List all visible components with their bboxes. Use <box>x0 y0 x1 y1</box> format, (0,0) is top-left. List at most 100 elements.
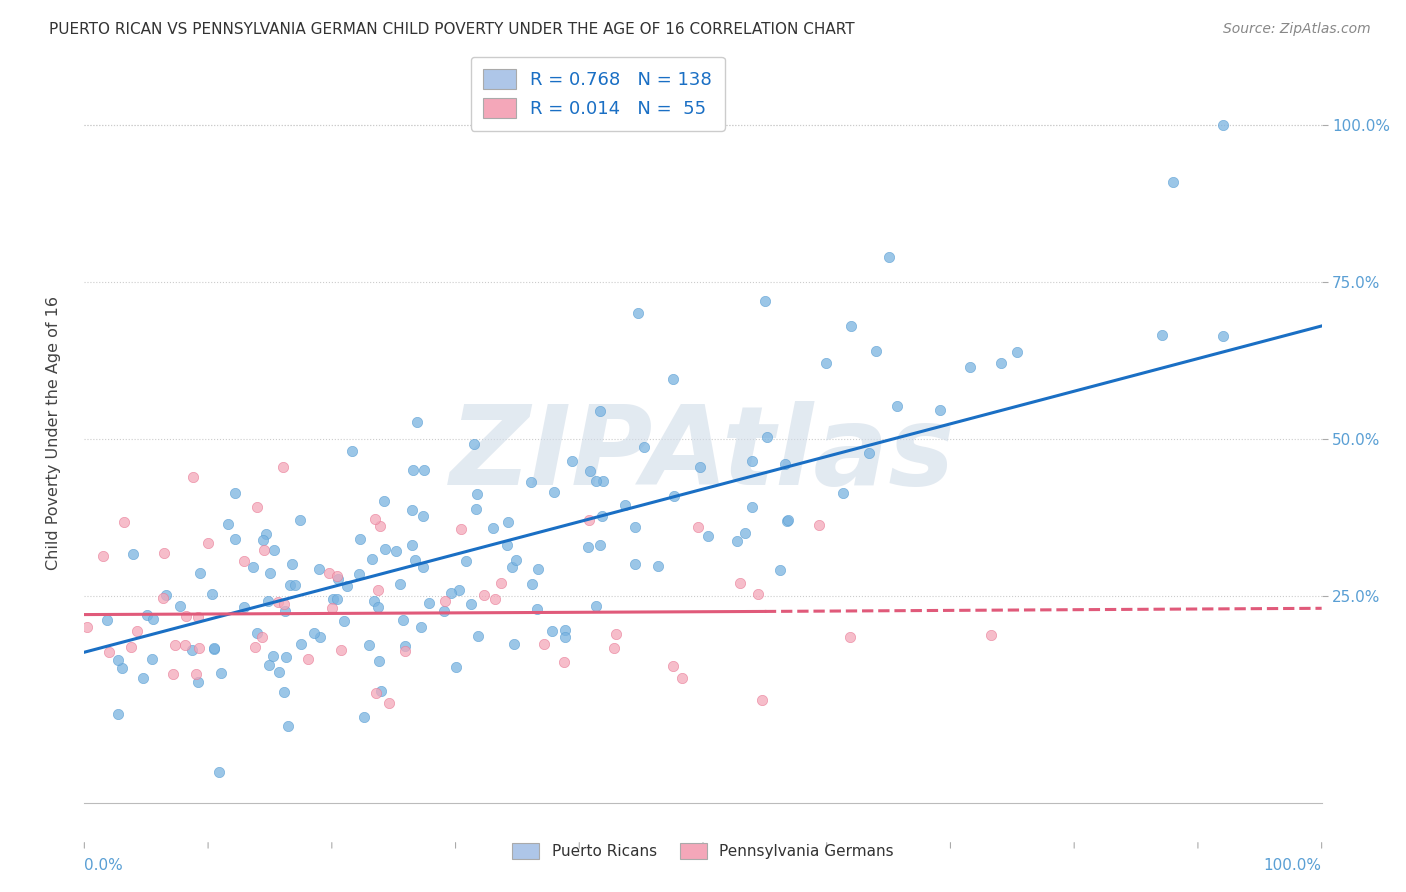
Point <box>411 619 433 633</box>
Point <box>858 446 880 460</box>
Point <box>839 630 862 644</box>
Point <box>385 543 408 558</box>
Point <box>1150 327 1173 342</box>
Point <box>97 645 120 659</box>
Text: 0.0%: 0.0% <box>84 858 124 873</box>
Point <box>671 672 693 686</box>
Point <box>418 596 440 610</box>
Point <box>245 640 267 654</box>
Point <box>474 588 496 602</box>
Point <box>368 654 391 668</box>
Text: ZIPAtlas: ZIPAtlas <box>450 401 956 508</box>
Point <box>153 546 176 560</box>
Point <box>624 520 647 534</box>
Point <box>689 459 711 474</box>
Point <box>169 599 191 614</box>
Point <box>187 640 209 655</box>
Point <box>605 626 627 640</box>
Point <box>322 592 344 607</box>
Text: Source: ZipAtlas.com: Source: ZipAtlas.com <box>1223 22 1371 37</box>
Point <box>271 460 294 475</box>
Point <box>454 554 477 568</box>
Point <box>877 250 900 264</box>
Point <box>501 559 523 574</box>
Point <box>142 612 165 626</box>
Point <box>274 649 297 664</box>
Point <box>463 436 485 450</box>
Point <box>281 557 304 571</box>
Point <box>741 454 763 468</box>
Point <box>662 659 685 673</box>
Point <box>647 559 669 574</box>
Point <box>374 542 396 557</box>
Point <box>865 344 887 359</box>
Point <box>173 638 195 652</box>
Point <box>526 601 548 615</box>
Point <box>364 512 387 526</box>
Point <box>361 551 384 566</box>
Point <box>326 592 349 607</box>
Point <box>756 430 779 444</box>
Point <box>347 567 370 582</box>
Point <box>188 566 211 581</box>
Point <box>554 623 576 637</box>
Point <box>394 644 416 658</box>
Point <box>273 597 295 611</box>
Point <box>333 614 356 628</box>
Point <box>259 657 281 672</box>
Point <box>533 637 555 651</box>
Point <box>277 719 299 733</box>
Point <box>135 607 157 622</box>
Point <box>1212 329 1234 343</box>
Point <box>841 318 863 333</box>
Point <box>662 372 685 386</box>
Point <box>267 665 290 679</box>
Point <box>290 637 312 651</box>
Point <box>325 568 347 582</box>
Point <box>181 470 204 484</box>
Point <box>578 540 600 554</box>
Point <box>184 666 207 681</box>
Point <box>496 538 519 552</box>
Point <box>696 529 718 543</box>
Point <box>686 520 709 534</box>
Point <box>329 643 352 657</box>
Point <box>363 594 385 608</box>
Point <box>401 538 423 552</box>
Point <box>121 548 143 562</box>
Point <box>202 640 225 655</box>
Point <box>388 577 411 591</box>
Point <box>96 614 118 628</box>
Point <box>370 684 392 698</box>
Point <box>1007 344 1029 359</box>
Point <box>589 404 612 418</box>
Point <box>392 613 415 627</box>
Point <box>413 463 436 477</box>
Point <box>412 508 434 523</box>
Point <box>496 516 519 530</box>
Point <box>180 643 202 657</box>
Point <box>187 610 209 624</box>
Point <box>209 666 232 681</box>
Point <box>197 536 219 550</box>
Point <box>449 582 471 597</box>
Point <box>1212 118 1234 132</box>
Point <box>929 402 952 417</box>
Legend: Puerto Ricans, Pennsylvania Germans: Puerto Ricans, Pennsylvania Germans <box>506 837 900 865</box>
Point <box>368 519 391 533</box>
Point <box>886 400 908 414</box>
Point <box>278 578 301 592</box>
Point <box>253 543 276 558</box>
Point <box>433 604 456 618</box>
Point <box>579 465 602 479</box>
Text: PUERTO RICAN VS PENNSYLVANIA GERMAN CHILD POVERTY UNDER THE AGE OF 16 CORRELATIO: PUERTO RICAN VS PENNSYLVANIA GERMAN CHIL… <box>49 22 855 37</box>
Point <box>464 502 486 516</box>
Point <box>233 554 256 568</box>
Point <box>187 675 209 690</box>
Point <box>273 685 295 699</box>
Point <box>585 599 607 614</box>
Point <box>263 543 285 558</box>
Point <box>578 513 600 527</box>
Point <box>297 652 319 666</box>
Point <box>76 620 98 634</box>
